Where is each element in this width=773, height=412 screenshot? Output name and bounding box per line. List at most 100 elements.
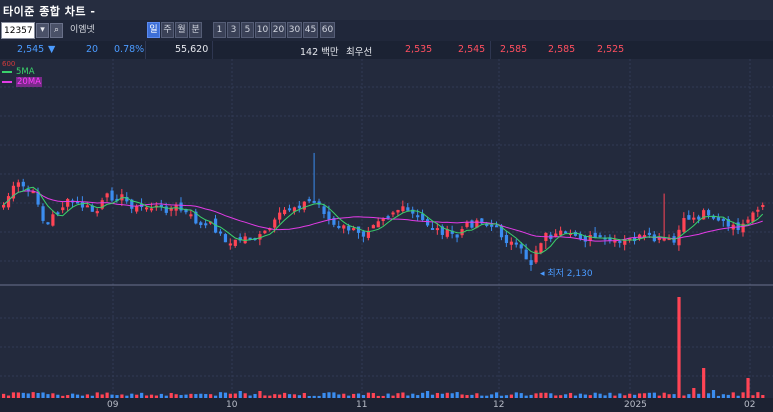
candle-body (381, 218, 385, 221)
candle-body (702, 210, 706, 220)
volume-bar (327, 392, 331, 398)
candle-body (287, 208, 292, 211)
volume-bar (342, 393, 346, 398)
candle-body (342, 225, 346, 229)
search-icon[interactable]: ⌕ (50, 23, 63, 38)
candle-body (490, 224, 494, 227)
volume-bar (361, 395, 366, 398)
candle-body (361, 231, 366, 237)
period-button-1[interactable]: 1 (213, 22, 226, 38)
volume-bar (322, 392, 326, 398)
stock-code-input[interactable] (1, 22, 35, 39)
candle-body (687, 215, 691, 220)
volume-bar (199, 393, 203, 398)
x-axis-strip (0, 398, 773, 412)
change-arrow-icon: ▼ (48, 44, 56, 55)
candle-body (75, 201, 80, 204)
volume-bar (149, 394, 154, 398)
candle-body (406, 207, 410, 211)
candle-body (31, 191, 35, 194)
candle-body (495, 225, 499, 228)
volume-bar (140, 392, 144, 398)
volume-bar (460, 394, 464, 398)
chevron-down-icon[interactable]: ▾ (36, 23, 49, 38)
stock-chart[interactable] (0, 59, 773, 412)
volume-bar (761, 395, 765, 398)
candle-body (204, 223, 208, 226)
period-button-일[interactable]: 일 (147, 22, 160, 38)
candle-body (633, 237, 637, 242)
volume-bar (154, 395, 159, 398)
volume-bar (263, 395, 267, 398)
volume-bar (430, 394, 435, 398)
volume-bar (578, 393, 583, 398)
period-button-45[interactable]: 45 (303, 22, 318, 38)
period-button-5[interactable]: 5 (241, 22, 254, 38)
candle-body (130, 199, 134, 209)
candle-body (425, 219, 430, 226)
candle-body (366, 230, 371, 238)
volume-bar (381, 395, 385, 398)
volume-bar (46, 394, 50, 398)
period-button-10[interactable]: 10 (255, 22, 270, 38)
volume-bar (721, 394, 725, 398)
period-button-20[interactable]: 20 (271, 22, 286, 38)
candle-body (159, 204, 163, 207)
volume-bar (213, 395, 218, 398)
volume-bar (243, 393, 247, 398)
volume-bar (588, 395, 592, 398)
volume-bar (652, 392, 656, 398)
x-axis-label: 12 (493, 400, 505, 410)
candle-body (697, 216, 701, 220)
period-button-분[interactable]: 분 (189, 22, 202, 38)
candle-body (539, 243, 543, 253)
candle-body (706, 210, 711, 216)
period-button-주[interactable]: 주 (161, 22, 174, 38)
candle-body (263, 230, 267, 234)
candle-body (312, 200, 316, 203)
chart-legend: 600 5MA 20MA (2, 61, 42, 87)
period-button-월[interactable]: 월 (175, 22, 188, 38)
candle-body (41, 206, 45, 221)
price-change: 20 (86, 44, 99, 55)
volume-bar (534, 393, 538, 398)
period-button-30[interactable]: 30 (287, 22, 302, 38)
volume-bar (120, 394, 124, 398)
candle-body (716, 217, 721, 221)
candle-body (736, 222, 740, 231)
volume-bar (411, 393, 415, 398)
candle-body (751, 212, 755, 222)
period-button-60[interactable]: 60 (320, 22, 335, 38)
volume-bar (435, 392, 440, 398)
volume-bar (647, 392, 652, 398)
volume-bar (706, 393, 711, 398)
candle-body (711, 215, 716, 219)
priority-label: 최우선 (346, 47, 373, 58)
candle-body (499, 225, 504, 238)
period-button-3[interactable]: 3 (227, 22, 240, 38)
volume-bar (568, 392, 573, 398)
volume-bar (61, 395, 65, 398)
volume-bar (356, 393, 361, 398)
volume-bar (756, 392, 760, 398)
ma5-swatch (2, 71, 12, 73)
volume-bar (174, 394, 178, 398)
volume: 55,620 (175, 44, 209, 55)
volume-bar (66, 395, 70, 398)
volume-bar (746, 378, 750, 398)
volume-bar (618, 393, 622, 398)
x-axis-label: 09 (107, 400, 119, 410)
candle-body (662, 238, 666, 241)
candle-body (218, 231, 223, 234)
volume-bar (6, 395, 11, 398)
candle-body (209, 221, 213, 224)
volume-bar (41, 392, 45, 398)
candle-body (534, 250, 538, 263)
candle-body (411, 209, 415, 214)
volume-bar (440, 393, 444, 398)
volume-bar (337, 394, 341, 398)
candle-body (238, 237, 242, 241)
volume-bar (465, 395, 469, 398)
candle-body (248, 237, 252, 240)
